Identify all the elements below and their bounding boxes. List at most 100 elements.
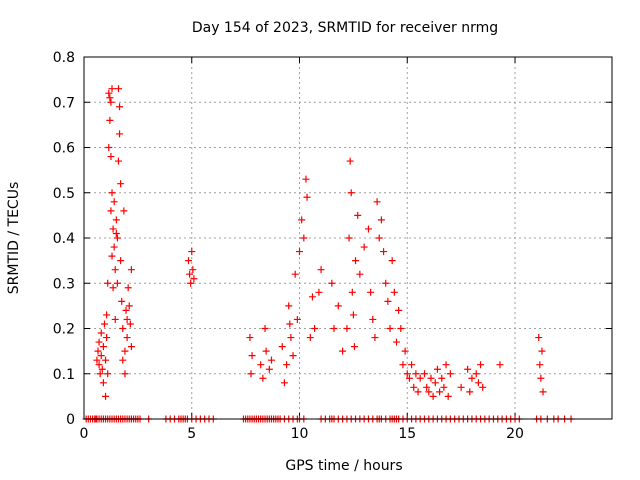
data-point [286,320,294,328]
data-point [440,383,448,391]
data-point [339,347,347,355]
data-point [108,189,116,197]
data-point [278,343,286,351]
data-point [267,356,275,364]
data-point [464,365,472,373]
data-point [346,157,354,165]
data-point [408,361,416,369]
data-point [296,248,304,256]
data-point [185,257,193,265]
y-tick-label: 0.7 [53,95,75,111]
chart-title: Day 154 of 2023, SRMTID for receiver nrm… [192,20,498,36]
data-point [330,325,338,332]
data-point [468,374,476,382]
data-point [123,334,131,342]
plot-frame [83,56,613,420]
data-point [105,89,113,97]
data-point [298,216,306,224]
data-point [186,270,194,278]
data-point [96,370,104,378]
data-point [433,365,441,373]
data-point [538,347,546,355]
data-point [427,374,435,382]
data-point [188,248,196,256]
data-point [414,388,422,396]
data-point [352,257,360,265]
data-point [438,374,446,382]
x-tick-label: 15 [398,426,416,442]
y-tick-label: 0.1 [53,367,75,383]
data-point [95,361,103,369]
data-point [343,325,351,332]
data-point [109,225,117,233]
data-point [392,338,400,346]
data-point [98,365,106,373]
data-point [397,325,405,332]
data-point [350,343,358,351]
data-point [100,320,108,328]
data-point [189,266,197,274]
data-point [94,347,102,355]
y-tick-label: 0.4 [53,231,75,247]
data-point [367,288,375,296]
data-point [380,248,388,256]
data-point [248,352,256,360]
data-point [283,361,291,369]
data-point [103,334,111,342]
data-point [287,334,295,342]
data-point [120,207,128,215]
data-point [429,392,437,400]
data-point [97,329,105,337]
data-point [308,293,316,301]
data-point [431,379,439,387]
data-point [442,361,450,369]
data-point [446,370,454,378]
data-point [102,392,110,400]
data-point [122,306,130,314]
data-point [110,243,118,251]
data-point [106,94,114,102]
data-point [107,98,115,106]
data-point [472,370,480,378]
data-point [535,334,543,342]
data-point [293,315,301,323]
data-point [187,279,195,287]
data-point [99,379,107,387]
data-point [107,153,115,161]
data-point [190,275,198,283]
x-tick-label: 10 [291,426,309,442]
data-point [114,157,122,165]
data-point [97,352,105,360]
data-point [105,144,113,151]
data-point [107,207,115,215]
data-point [103,311,111,319]
data-point [112,229,120,237]
data-point [93,356,101,364]
data-point [373,198,381,206]
data-point [349,311,357,319]
data-point [360,243,368,251]
data-point [123,315,131,323]
data-point [384,297,392,305]
data-point [354,211,362,219]
data-point [436,388,444,396]
data-point [108,252,116,260]
data-point [117,257,125,265]
data-point [457,383,465,391]
data-point [474,379,482,387]
data-point [112,216,120,224]
data-point [364,225,372,233]
data-point [261,325,269,332]
data-point [291,270,299,278]
y-axis-label: SRMTID / TECUs [6,182,22,295]
data-point [395,306,403,314]
data-point [466,388,474,396]
data-point [119,356,127,364]
data-point [300,234,308,242]
data-point [280,379,288,387]
data-point [382,279,390,287]
data-point [496,361,504,369]
data-point [537,374,545,382]
data-point [111,315,119,323]
